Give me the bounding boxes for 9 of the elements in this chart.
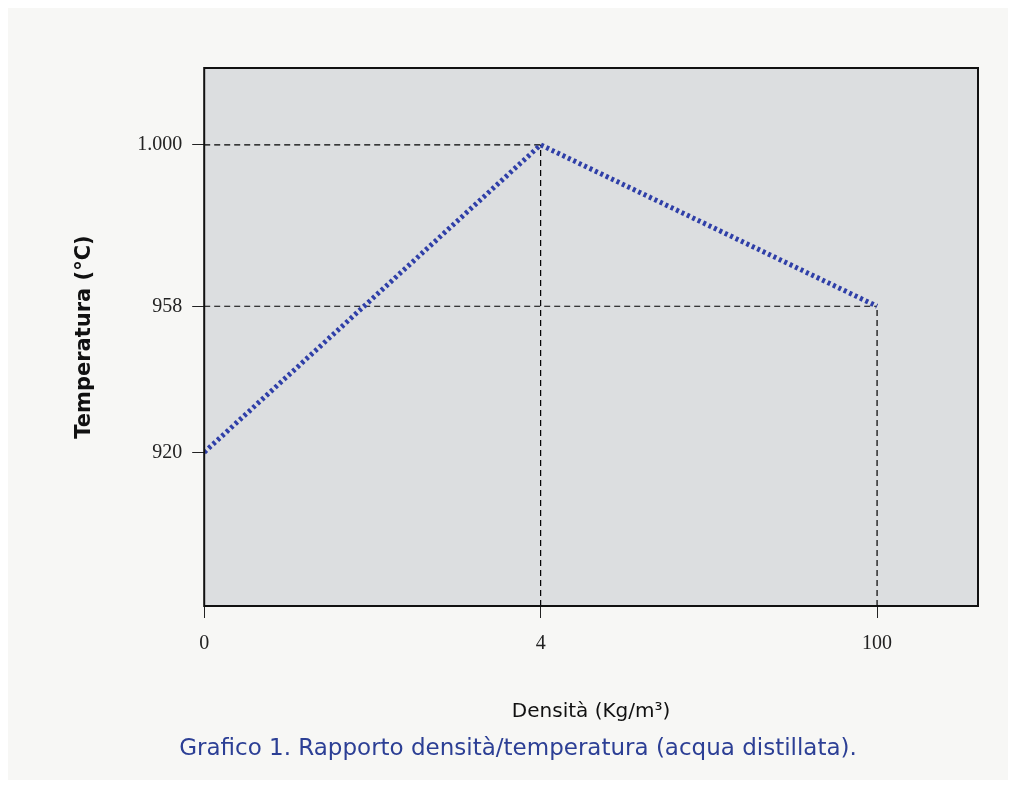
text: Grafico 1. Rapporto densità/temperatura (acqua distillata).: [178, 733, 858, 762]
x-tick-label: 100: [862, 631, 893, 654]
y-tick-label: 1.000: [137, 132, 183, 155]
x-tick-label: 4: [535, 631, 546, 654]
x-axis-title: Densità (Kg/m³): [511, 698, 671, 723]
y-tick-label: 920: [152, 439, 183, 462]
y-axis-title: Temperatura (°C): [71, 235, 96, 439]
x-tick-label: 0: [199, 631, 210, 654]
y-tick-label: 958: [152, 293, 183, 316]
